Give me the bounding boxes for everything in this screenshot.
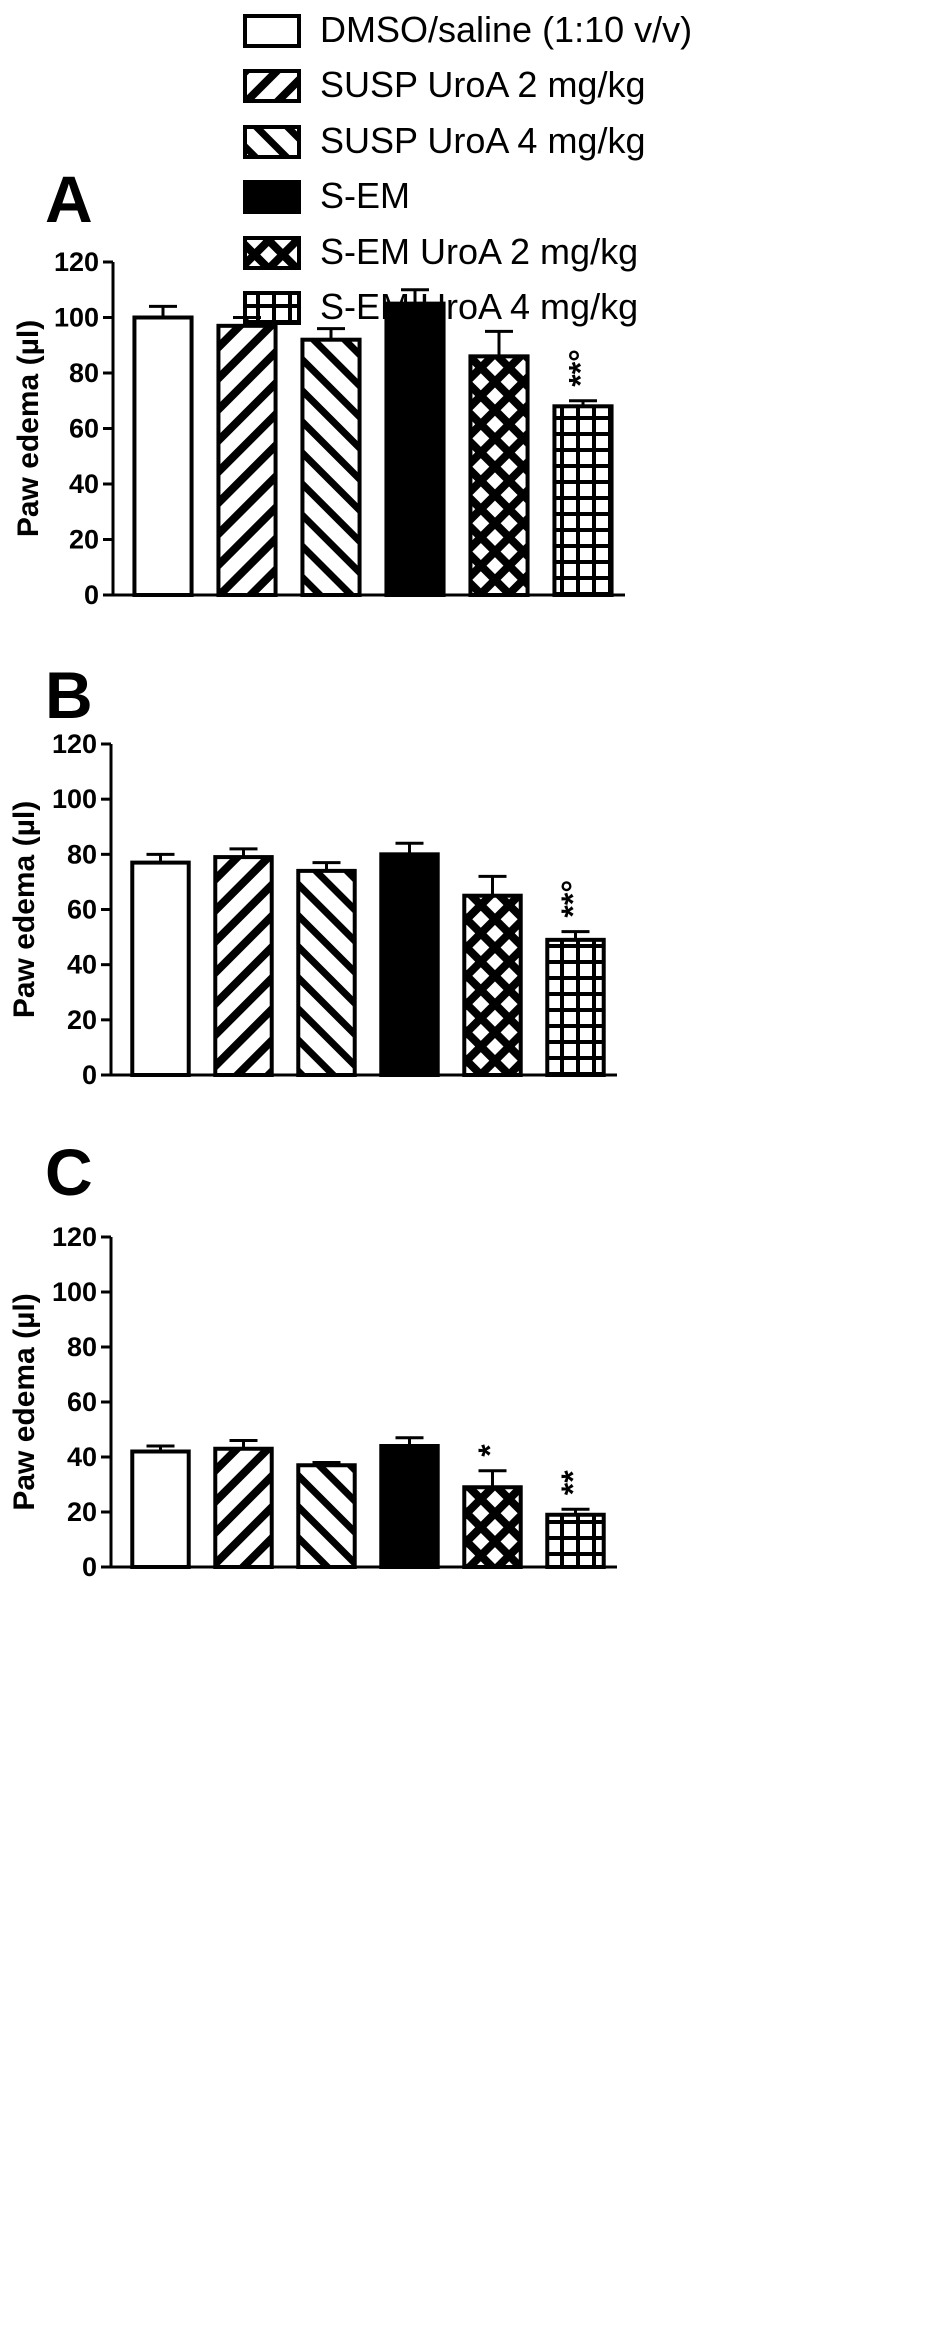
significance-label: **	[555, 1470, 591, 1495]
bar	[379, 1444, 440, 1569]
chart-panel-a: A Paw edema (µl) 0 20 40 60 80 100 120 **°	[12, 162, 625, 610]
legend-label-dmso: DMSO/saline (1:10 v/v)	[320, 9, 692, 50]
legend-swatch-dmso	[243, 14, 301, 48]
significance-label: **°	[555, 880, 591, 918]
y-tick-label: 80	[69, 358, 99, 388]
legend-label-sem-2: S-EM UroA 2 mg/kg	[320, 231, 638, 272]
legend-item-sem-4: S-EM UroA 4 mg/kg	[243, 286, 638, 327]
y-tick-label: 100	[54, 303, 99, 333]
y-tick-label: 60	[67, 1387, 97, 1417]
y-tick-label: 0	[84, 580, 99, 610]
y-tick-label: 0	[82, 1552, 97, 1582]
chart-panel-b: B Paw edema (µl) 0 20 40 60 80 100 120 **°	[8, 658, 617, 1090]
y-tick-label: 120	[54, 247, 99, 277]
significance-label: **°	[562, 349, 598, 387]
y-tick-label: 100	[52, 1277, 97, 1307]
bar	[552, 404, 614, 597]
y-tick-label: 120	[52, 1222, 97, 1252]
y-axis-label: Paw edema (µl)	[8, 1293, 41, 1510]
y-tick-label: 60	[67, 895, 97, 925]
y-tick-label: 20	[67, 1497, 97, 1527]
legend-swatch-sem-2	[243, 236, 301, 270]
legend-swatch-susp-2	[243, 69, 301, 103]
legend-label-sem: S-EM	[320, 175, 410, 216]
y-axis-label: Paw edema (µl)	[12, 320, 45, 537]
bar	[545, 937, 606, 1078]
bar	[296, 1463, 357, 1569]
significance-label: *	[472, 1444, 508, 1457]
bar	[462, 1485, 523, 1569]
legend-item-dmso: DMSO/saline (1:10 v/v)	[243, 9, 692, 50]
y-tick-label: 80	[67, 1332, 97, 1362]
bar	[384, 301, 446, 597]
bar	[545, 1512, 606, 1569]
y-tick-label: 60	[69, 414, 99, 444]
y-tick-label: 0	[82, 1060, 97, 1090]
panel-letter: A	[45, 162, 93, 236]
panel-letter: C	[45, 1135, 93, 1209]
legend-item-sem: S-EM	[243, 175, 410, 216]
y-axis-label: Paw edema (µl)	[8, 801, 41, 1018]
y-tick-label: 40	[69, 469, 99, 499]
legend-label-susp-4: SUSP UroA 4 mg/kg	[320, 120, 645, 161]
y-tick-label: 20	[67, 1005, 97, 1035]
bar	[130, 1449, 191, 1569]
y-tick-label: 40	[67, 1442, 97, 1472]
y-tick-label: 100	[52, 784, 97, 814]
legend-swatch-susp-4	[243, 125, 301, 159]
bar	[462, 893, 523, 1077]
panel-letter: B	[45, 658, 93, 732]
legend-item-susp-2: SUSP UroA 2 mg/kg	[243, 64, 645, 105]
legend-label-susp-2: SUSP UroA 2 mg/kg	[320, 64, 645, 105]
legend-item-sem-2: S-EM UroA 2 mg/kg	[243, 231, 638, 272]
bar	[379, 852, 440, 1077]
bar	[130, 860, 191, 1077]
bar	[216, 323, 278, 597]
bar	[213, 1446, 274, 1569]
y-tick-label: 120	[52, 729, 97, 759]
legend-label-sem-4: S-EM UroA 4 mg/kg	[320, 286, 638, 327]
y-tick-label: 40	[67, 950, 97, 980]
bar	[132, 315, 194, 597]
legend: DMSO/saline (1:10 v/v) SUSP UroA 2 mg/kg…	[243, 9, 692, 327]
bar	[296, 868, 357, 1078]
y-tick-label: 20	[69, 525, 99, 555]
y-tick-label: 80	[67, 839, 97, 869]
bar	[300, 337, 362, 598]
bar	[213, 855, 274, 1078]
legend-swatch-sem	[243, 180, 301, 214]
legend-item-susp-4: SUSP UroA 4 mg/kg	[243, 120, 645, 161]
bar	[468, 354, 530, 597]
